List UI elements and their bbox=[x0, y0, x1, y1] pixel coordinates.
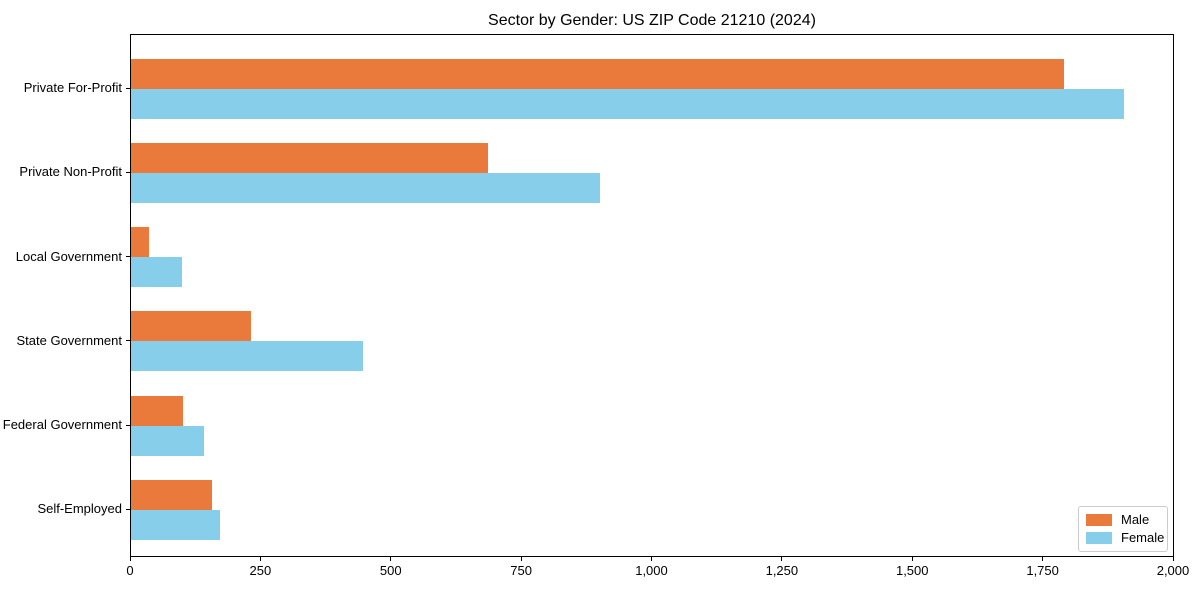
legend-label-male: Male bbox=[1121, 512, 1150, 527]
legend-label-female: Female bbox=[1121, 530, 1165, 545]
bar-male-federal-government bbox=[131, 395, 184, 426]
y-tick bbox=[126, 171, 130, 173]
x-tick bbox=[781, 557, 783, 561]
x-tick-label: 1,500 bbox=[895, 563, 929, 578]
y-tick bbox=[126, 340, 130, 342]
bar-female-self-employed bbox=[131, 509, 220, 540]
y-tick bbox=[126, 256, 130, 258]
bar-female-private-non-profit bbox=[131, 172, 601, 203]
y-tick bbox=[126, 87, 130, 89]
legend-item-female: Female bbox=[1086, 531, 1164, 545]
y-tick-label: State Government bbox=[16, 332, 123, 348]
legend-item-male: Male bbox=[1086, 513, 1160, 527]
plot-area bbox=[130, 34, 1174, 557]
bar-female-private-for-profit bbox=[131, 88, 1125, 119]
x-tick-label: 250 bbox=[249, 563, 272, 578]
bar-female-local-government bbox=[131, 257, 183, 288]
x-tick-label: 1,250 bbox=[765, 563, 799, 578]
x-tick bbox=[390, 557, 392, 561]
male-color-swatch bbox=[1086, 514, 1112, 526]
x-tick-label: 1,750 bbox=[1026, 563, 1059, 578]
x-tick-label: 500 bbox=[379, 563, 402, 578]
x-tick-label: 1,000 bbox=[635, 563, 668, 578]
chart-title: Sector by Gender: US ZIP Code 21210 (202… bbox=[488, 12, 816, 29]
y-tick-label: Local Government bbox=[15, 248, 122, 264]
bar-male-self-employed bbox=[131, 479, 212, 510]
y-tick-label: Federal Government bbox=[2, 417, 122, 432]
x-tick bbox=[1172, 557, 1174, 561]
female-color-swatch bbox=[1086, 532, 1112, 544]
bar-male-private-for-profit bbox=[131, 58, 1065, 89]
y-tick-label: Self-Employed bbox=[37, 501, 122, 517]
x-tick bbox=[129, 557, 131, 561]
x-tick bbox=[911, 557, 913, 561]
x-tick bbox=[259, 557, 261, 561]
bar-male-private-non-profit bbox=[131, 142, 489, 173]
bar-male-local-government bbox=[131, 227, 150, 258]
bar-female-federal-government bbox=[131, 425, 204, 456]
y-tick bbox=[126, 508, 130, 510]
bar-female-state-government bbox=[131, 341, 364, 372]
y-tick bbox=[126, 424, 130, 426]
bar-male-state-government bbox=[131, 311, 251, 342]
y-tick-label: Private For-Profit bbox=[23, 80, 122, 96]
x-tick-label: 2,000 bbox=[1156, 563, 1190, 578]
x-tick bbox=[1042, 557, 1044, 561]
x-tick-label: 0 bbox=[126, 563, 134, 578]
y-tick-label: Private Non-Profit bbox=[19, 164, 122, 180]
x-tick bbox=[520, 557, 522, 561]
x-tick bbox=[651, 557, 652, 561]
x-tick-label: 750 bbox=[510, 563, 532, 578]
legend: Male Female bbox=[1078, 506, 1168, 552]
